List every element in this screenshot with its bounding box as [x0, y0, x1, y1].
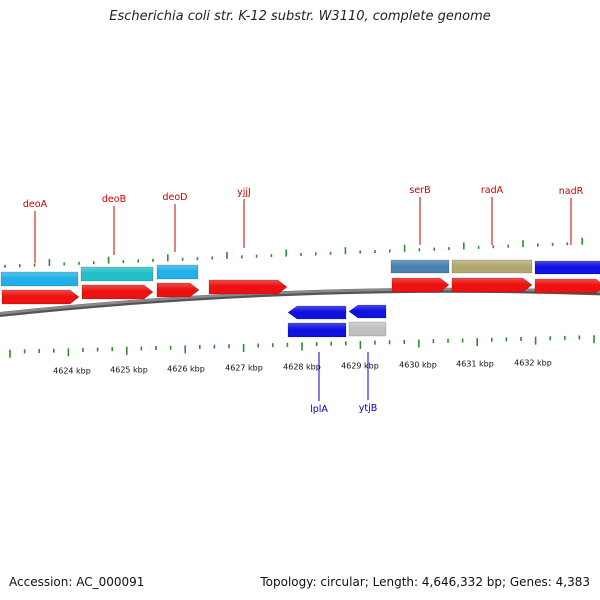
scale-label: 4625 kbp: [110, 366, 148, 375]
gene-feature: [0, 271, 79, 287]
gene-label-radA: radA: [481, 185, 504, 196]
gene-label-ytjB: ytjB: [359, 403, 378, 414]
gene-feature: [80, 266, 154, 282]
cds-arrow-reverse: [287, 305, 347, 320]
gene-feature: [287, 322, 347, 338]
gene-label-serB: serB: [409, 185, 430, 196]
genome-summary: Topology: circular; Length: 4,646,332 bp…: [260, 575, 590, 589]
cds-arrow-reverse: [348, 304, 387, 319]
gene-label-deoA: deoA: [23, 199, 48, 210]
scale-label: 4631 kbp: [456, 359, 494, 368]
scale-label: 4629 kbp: [341, 362, 379, 371]
scale-label: 4632 kbp: [514, 358, 552, 367]
scale-label: 4626 kbp: [167, 365, 205, 374]
scale-label: 4624 kbp: [53, 367, 91, 376]
cds-arrow: [391, 277, 450, 293]
cds-arrow: [208, 279, 288, 295]
cds-arrow: [451, 277, 533, 293]
gene-label-lplA: lplA: [310, 404, 328, 415]
gene-feature: [451, 259, 533, 274]
scale-label: 4627 kbp: [225, 364, 263, 373]
gene-feature: [390, 259, 450, 274]
cds-arrow: [534, 278, 600, 294]
gene-feature: [348, 321, 387, 337]
gene-label-nadR: nadR: [559, 186, 584, 197]
map-title: Escherichia coli str. K-12 substr. W3110…: [109, 9, 491, 24]
scale-label: 4630 kbp: [399, 360, 437, 369]
cds-arrow: [81, 284, 154, 300]
cds-arrow: [156, 282, 200, 298]
gene-feature: [534, 260, 600, 275]
gene-feature: [156, 264, 199, 280]
cds-arrow: [1, 289, 80, 305]
accession-text: Accession: AC_000091: [9, 575, 145, 589]
gene-label-deoB: deoB: [102, 194, 126, 205]
gene-label-deoD: deoD: [162, 192, 187, 203]
gene-label-yjjJ: yjjJ: [237, 187, 251, 198]
scale-label: 4628 kbp: [283, 363, 321, 372]
